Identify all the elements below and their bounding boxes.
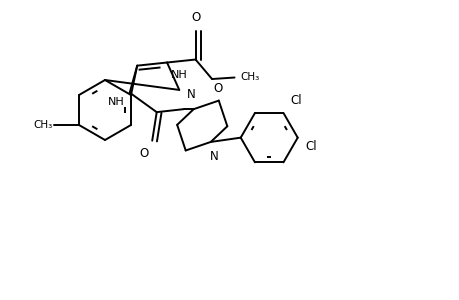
Text: CH₃: CH₃ xyxy=(240,71,259,82)
Text: N: N xyxy=(187,88,196,101)
Text: N: N xyxy=(209,150,218,163)
Text: Cl: Cl xyxy=(290,94,302,107)
Text: O: O xyxy=(191,11,200,24)
Text: O: O xyxy=(213,82,222,95)
Text: O: O xyxy=(139,147,148,160)
Text: NH: NH xyxy=(170,70,187,80)
Text: Cl: Cl xyxy=(305,140,317,153)
Text: NH: NH xyxy=(108,97,124,107)
Text: CH₃: CH₃ xyxy=(33,120,52,130)
